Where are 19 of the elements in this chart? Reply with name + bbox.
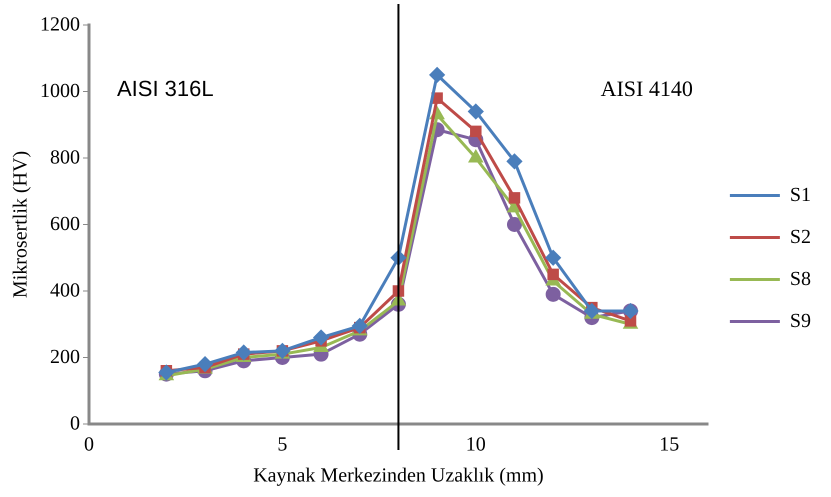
y-tick-label: 600: [50, 212, 80, 235]
x-tick-label: 10: [466, 433, 486, 456]
legend-label: S9: [790, 310, 811, 332]
x-axis-title: Kaynak Merkezinden Uzaklık (mm): [253, 464, 544, 486]
y-tick-label: 1200: [40, 13, 80, 36]
x-tick-label: 15: [659, 433, 680, 456]
legend-label: S1: [790, 184, 811, 206]
annotation: AISI 316L: [117, 76, 214, 102]
legend-label: S2: [790, 226, 811, 248]
annotation: AISI 4140: [600, 76, 693, 101]
x-tick-label: 5: [277, 433, 288, 456]
y-axis-title: Mikrosertlik (HV): [9, 150, 32, 298]
y-tick-label: 800: [50, 146, 80, 168]
x-tick-label: 0: [84, 433, 94, 456]
legend-label: S8: [790, 268, 811, 290]
y-tick-label: 0: [70, 412, 80, 434]
y-tick-label: 1000: [40, 80, 80, 102]
y-tick-label: 200: [50, 346, 80, 368]
y-tick-label: 400: [50, 279, 80, 302]
